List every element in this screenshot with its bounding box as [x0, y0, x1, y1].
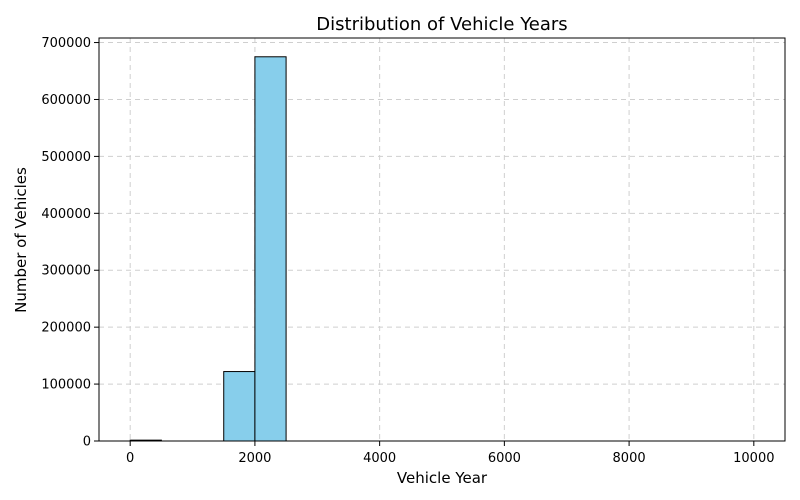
chart-title: Distribution of Vehicle Years	[316, 14, 567, 35]
x-tick-label: 8000	[613, 451, 646, 466]
y-tick-label: 0	[83, 435, 91, 450]
x-tick-label: 0	[126, 451, 134, 466]
grid-layer	[99, 38, 785, 442]
x-tick-label: 6000	[488, 451, 521, 466]
y-tick-label: 400000	[41, 207, 91, 222]
y-tick-label: 600000	[41, 93, 91, 108]
plot-frame	[98, 37, 786, 442]
histogram-bar-1	[223, 371, 256, 442]
y-axis-title: Number of Vehicles	[12, 167, 30, 313]
y-tick-label: 300000	[41, 264, 91, 279]
x-axis-ticks: 0 2000 4000 6000 8000 10000	[126, 441, 774, 466]
y-tick-label: 100000	[41, 378, 91, 393]
y-axis-ticks: 0 100000 200000 300000 400000 500000 600000 700…	[41, 36, 99, 450]
y-tick-label: 700000	[41, 36, 91, 51]
x-tick-label: 2000	[238, 451, 271, 466]
y-tick-label: 500000	[41, 150, 91, 165]
x-axis-title: Vehicle Year	[397, 469, 488, 487]
y-tick-label: 200000	[41, 321, 91, 336]
bars-layer	[129, 56, 287, 442]
histogram-bar-2	[254, 56, 287, 442]
x-tick-label: 10000	[733, 451, 774, 466]
x-tick-label: 4000	[363, 451, 396, 466]
